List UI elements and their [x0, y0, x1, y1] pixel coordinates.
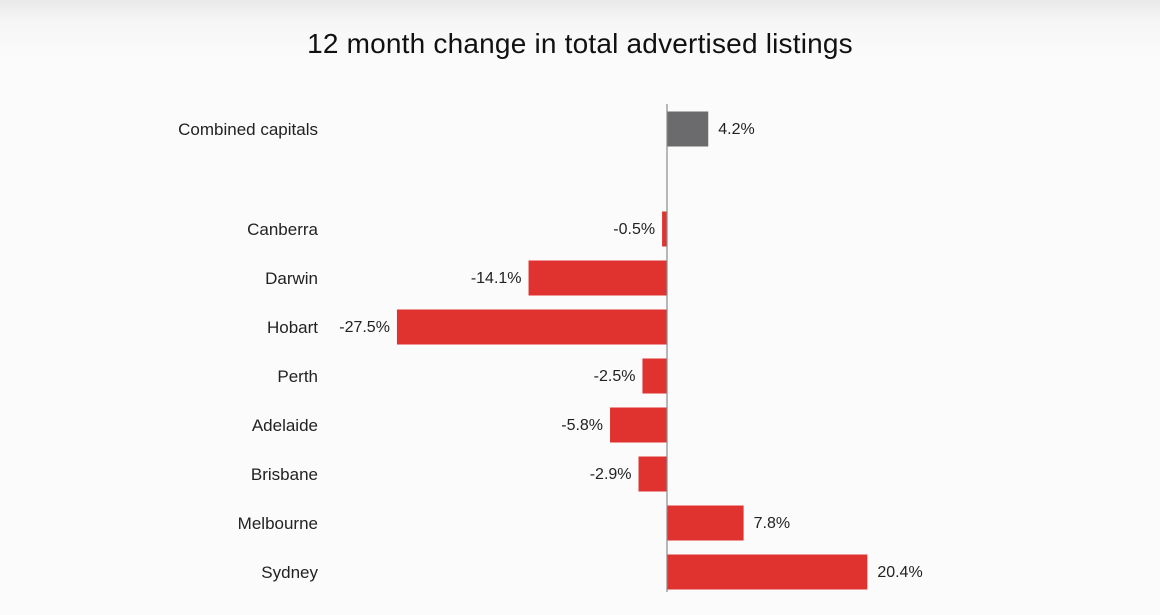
value-label-hobart: -27.5%	[339, 319, 390, 336]
value-label-adelaide: -5.8%	[561, 417, 603, 434]
category-label-sydney: Sydney	[261, 563, 318, 582]
value-label-combined-capitals: 4.2%	[718, 121, 754, 138]
category-label-adelaide: Adelaide	[252, 416, 318, 435]
category-label-combined-capitals: Combined capitals	[178, 120, 318, 139]
category-label-darwin: Darwin	[265, 269, 318, 288]
value-label-sydney: 20.4%	[877, 564, 922, 581]
bar-combined-capitals	[667, 111, 709, 147]
category-label-hobart: Hobart	[267, 318, 318, 337]
bar-perth	[642, 358, 667, 394]
category-label-perth: Perth	[277, 367, 318, 386]
bar-darwin	[528, 260, 667, 296]
bar-canberra	[662, 211, 667, 247]
category-label-brisbane: Brisbane	[251, 465, 318, 484]
category-label-canberra: Canberra	[247, 220, 318, 239]
bar-sydney	[667, 554, 868, 590]
value-label-darwin: -14.1%	[471, 270, 522, 287]
value-label-melbourne: 7.8%	[754, 515, 790, 532]
value-label-canberra: -0.5%	[613, 221, 655, 238]
bar-hobart	[396, 309, 667, 345]
bar-adelaide	[610, 407, 667, 443]
bar-brisbane	[638, 456, 667, 492]
bar-melbourne	[667, 505, 744, 541]
value-label-perth: -2.5%	[594, 368, 636, 385]
chart-title: 12 month change in total advertised list…	[307, 28, 853, 59]
value-label-brisbane: -2.9%	[590, 466, 632, 483]
category-label-melbourne: Melbourne	[238, 514, 318, 533]
